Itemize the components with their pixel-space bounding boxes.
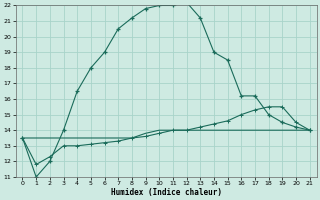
X-axis label: Humidex (Indice chaleur): Humidex (Indice chaleur) (111, 188, 221, 197)
